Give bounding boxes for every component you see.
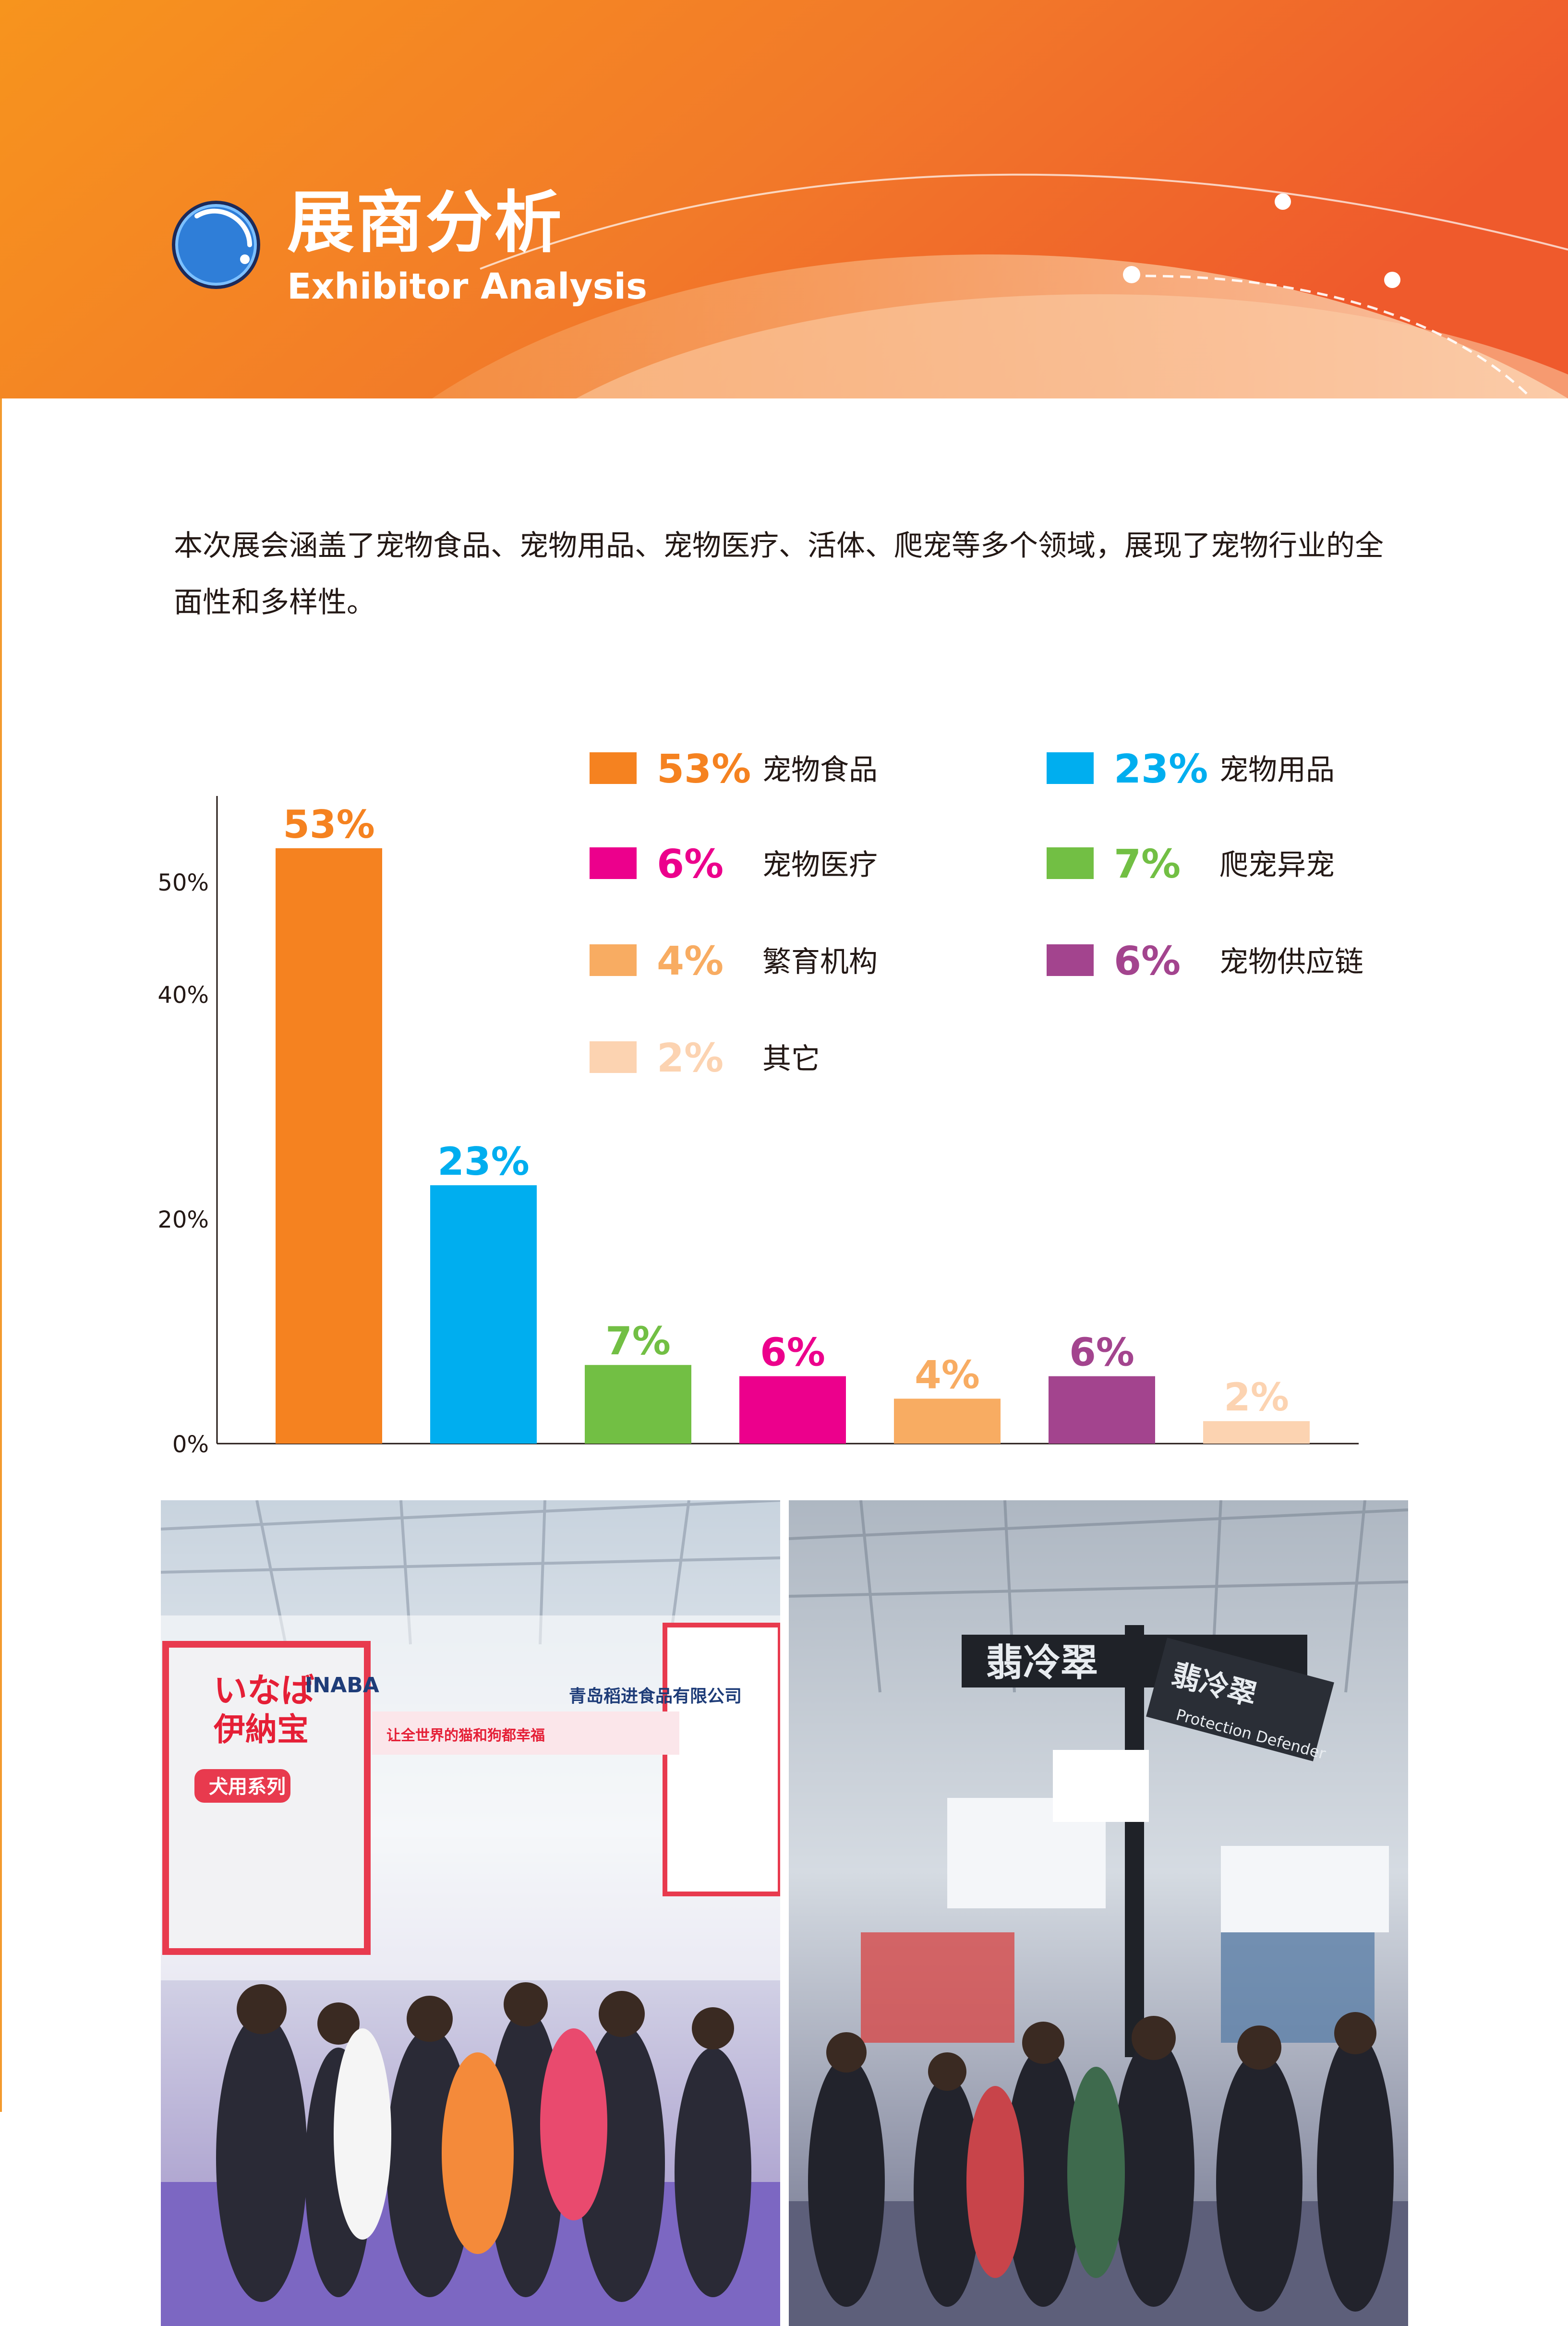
bar-data-label: 7% [605, 1319, 671, 1363]
legend-swatch [1047, 944, 1094, 976]
legend-percent: 6% [1114, 939, 1181, 984]
chart-legend: 53% 宠物食品 23% 宠物用品 6% 宠物医疗 7% 爬宠异宠 4% 繁育机构 6% 宠物供应链 2… [590, 747, 1363, 1081]
legend-swatch [1047, 847, 1094, 879]
photo-sign-inaba-jp: いなば [214, 1671, 314, 1710]
legend-label: 宠物供应链 [1219, 945, 1363, 979]
legend-percent: 4% [657, 939, 724, 984]
legend-label: 繁育机构 [762, 945, 878, 979]
globe-icon [172, 201, 260, 289]
bar-2 [430, 1185, 537, 1444]
legend-percent: 53% [657, 747, 751, 792]
page-edge-stripe [0, 398, 2, 2112]
y-tick-label: 40% [157, 982, 209, 1009]
intro-paragraph: 本次展会涵盖了宠物食品、宠物用品、宠物医疗、活体、爬宠等多个领域，展现了宠物行业… [174, 529, 1384, 619]
photo-sign-brand-1: 翡冷翠 [986, 1641, 1098, 1685]
legend-percent: 7% [1114, 842, 1181, 887]
bar-data-label: 23% [437, 1139, 529, 1184]
exhibition-photo-icon: 翡冷翠 翡冷翠 Protection Defender [789, 1500, 1408, 2326]
legend-swatch [1047, 752, 1094, 784]
legend-swatch [590, 752, 637, 784]
bar-1 [276, 848, 382, 1444]
bar-3 [585, 1365, 691, 1444]
bar-series: 53% 23% 7% 6% 4% 6% 2% [276, 802, 1310, 1444]
legend-swatch [590, 847, 637, 879]
bar-data-label: 6% [1069, 1330, 1134, 1375]
legend-swatch [590, 944, 637, 976]
bar-7 [1203, 1421, 1310, 1444]
photo-sign-company: 青岛稻进食品有限公司 [569, 1687, 742, 1706]
bar-data-label: 2% [1224, 1375, 1289, 1420]
bar-4 [739, 1376, 846, 1444]
exhibition-photo-icon: いなば 伊納宝 INABA 让全世界的猫和狗都幸福 青岛稻进食品有限公司 犬用系… [161, 1500, 780, 2326]
page-title: 展商分析 [287, 184, 564, 262]
y-tick-label: 50% [157, 869, 209, 896]
photo-sign-dog-series: 犬用系列 [209, 1776, 286, 1798]
photo-sign-inaba-cn: 伊納宝 [213, 1711, 309, 1748]
legend-label: 宠物用品 [1219, 753, 1335, 787]
y-tick-label: 20% [157, 1206, 209, 1233]
page-subtitle: Exhibitor Analysis [287, 266, 648, 307]
exhibition-photo-right: 翡冷翠 翡冷翠 Protection Defender [789, 1500, 1408, 2326]
legend-label: 其它 [762, 1042, 820, 1076]
photo-sign-slogan: 让全世界的猫和狗都幸福 [386, 1727, 545, 1744]
legend-label: 宠物食品 [762, 753, 878, 787]
header-background [0, 0, 1568, 398]
header-banner: 展商分析 Exhibitor Analysis [0, 0, 1568, 398]
photo-sign-inaba-en: INABA [305, 1673, 379, 1698]
legend-percent: 2% [657, 1036, 724, 1081]
bar-data-label: 4% [915, 1352, 980, 1397]
legend-percent: 23% [1114, 747, 1208, 792]
legend-swatch [590, 1041, 637, 1073]
exhibition-photo-left: いなば 伊納宝 INABA 让全世界的猫和狗都幸福 青岛稻进食品有限公司 犬用系… [161, 1500, 780, 2326]
legend-label: 宠物医疗 [762, 848, 878, 882]
bar-5 [894, 1398, 1001, 1444]
bar-data-label: 6% [760, 1330, 825, 1375]
exhibitor-bar-chart: 0% 20% 40% 50% 53% 23% 7% 6% 4% 6% 2% 53% 宠物食品 23% 宠… [157, 747, 1363, 1458]
y-tick-label: 0% [172, 1431, 209, 1458]
legend-percent: 6% [657, 842, 724, 887]
y-axis: 0% 20% 40% 50% [157, 796, 1359, 1458]
bar-6 [1049, 1376, 1155, 1444]
legend-label: 爬宠异宠 [1219, 848, 1335, 882]
bar-data-label: 53% [283, 802, 374, 847]
